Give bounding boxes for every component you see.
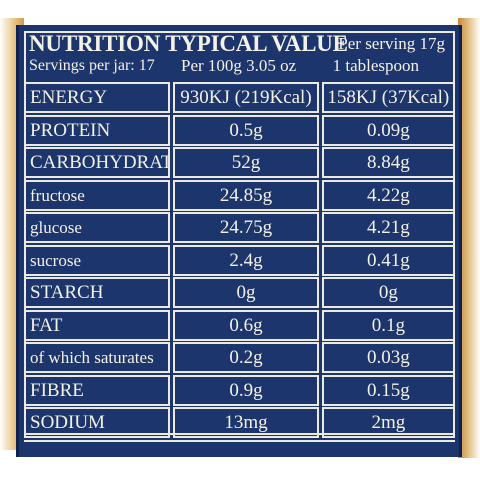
per-100g-heading: Per 100g 3.05 oz [181, 56, 297, 75]
nutrient-row: SODIUM 13mg 2mg [24, 407, 456, 438]
nutrient-per-100g: 0g [173, 277, 319, 308]
jar-edge-right [458, 18, 480, 458]
nutrient-name: FAT [24, 309, 171, 341]
nutrient-per-serving: 0.09g [321, 114, 456, 146]
nutrient-per-serving: 4.21g [321, 212, 456, 243]
nutrient-per-100g: 0.6g [173, 309, 319, 341]
nutrient-name: ENERGY [24, 82, 171, 113]
header-row-2: Servings per jar: 17 Per 100g 3.05 oz 1 … [29, 56, 449, 81]
label-title: NUTRITION TYPICAL VALUE [29, 31, 348, 56]
nutrient-name: FIBRE [24, 374, 171, 406]
header-row-1: NUTRITION TYPICAL VALUE Per serving 17g [29, 31, 449, 59]
nutrient-per-100g: 0.9g [173, 374, 319, 406]
nutrient-row: glucose 24.75g 4.21g [24, 212, 456, 243]
nutrient-per-100g: 24.75g [173, 212, 319, 243]
nutrient-name: PROTEIN [24, 114, 171, 146]
nutrition-table: ENERGY 930KJ (219Kcal) 158KJ (37Kcal) PROTE… [24, 82, 456, 440]
nutrient-per-serving: 8.84g [321, 147, 456, 178]
nutrient-per-100g: 13mg [173, 407, 319, 438]
nutrient-name: STARCH [24, 277, 171, 308]
nutrient-per-100g: 2.4g [173, 244, 319, 276]
nutrient-name: CARBOHYDRATE [24, 147, 171, 178]
nutrient-per-serving: 2mg [321, 407, 456, 438]
label-bottom-strip [24, 440, 455, 454]
nutrient-name: SODIUM [24, 407, 171, 438]
nutrient-row: ENERGY 930KJ (219Kcal) 158KJ (37Kcal) [24, 82, 456, 113]
nutrient-row: FIBRE 0.9g 0.15g [24, 374, 456, 406]
per-serving-heading: Per serving 17g [338, 34, 445, 53]
nutrient-per-serving: 0g [321, 277, 456, 308]
nutrition-label: NUTRITION TYPICAL VALUE Per serving 17g … [16, 25, 462, 457]
nutrient-per-100g: 930KJ (219Kcal) [173, 82, 319, 113]
nutrient-per-100g: 0.2g [173, 342, 319, 373]
nutrient-row: fructose 24.85g 4.22g [24, 179, 456, 211]
nutrient-per-100g: 52g [173, 147, 319, 178]
nutrient-per-serving: 0.1g [321, 309, 456, 341]
nutrient-row: PROTEIN 0.5g 0.09g [24, 114, 456, 146]
servings-per-jar: Servings per jar: 17 [29, 57, 155, 74]
nutrient-per-100g: 24.85g [173, 179, 319, 211]
serving-size: 1 tablespoon [332, 56, 419, 75]
nutrient-name: of which saturates [24, 342, 171, 373]
nutrient-per-100g: 0.5g [173, 114, 319, 146]
nutrient-per-serving: 0.15g [321, 374, 456, 406]
nutrient-name: sucrose [24, 244, 171, 276]
nutrient-row: STARCH 0g 0g [24, 277, 456, 308]
nutrient-row: of which saturates 0.2g 0.03g [24, 342, 456, 373]
nutrient-name: glucose [24, 212, 171, 243]
nutrient-per-serving: 4.22g [321, 179, 456, 211]
nutrient-name: fructose [24, 179, 171, 211]
nutrient-row: FAT 0.6g 0.1g [24, 309, 456, 341]
nutrient-per-serving: 158KJ (37Kcal) [321, 82, 456, 113]
nutrient-per-serving: 0.41g [321, 244, 456, 276]
nutrient-row: CARBOHYDRATE 52g 8.84g [24, 147, 456, 178]
nutrient-per-serving: 0.03g [321, 342, 456, 373]
nutrient-row: sucrose 2.4g 0.41g [24, 244, 456, 276]
